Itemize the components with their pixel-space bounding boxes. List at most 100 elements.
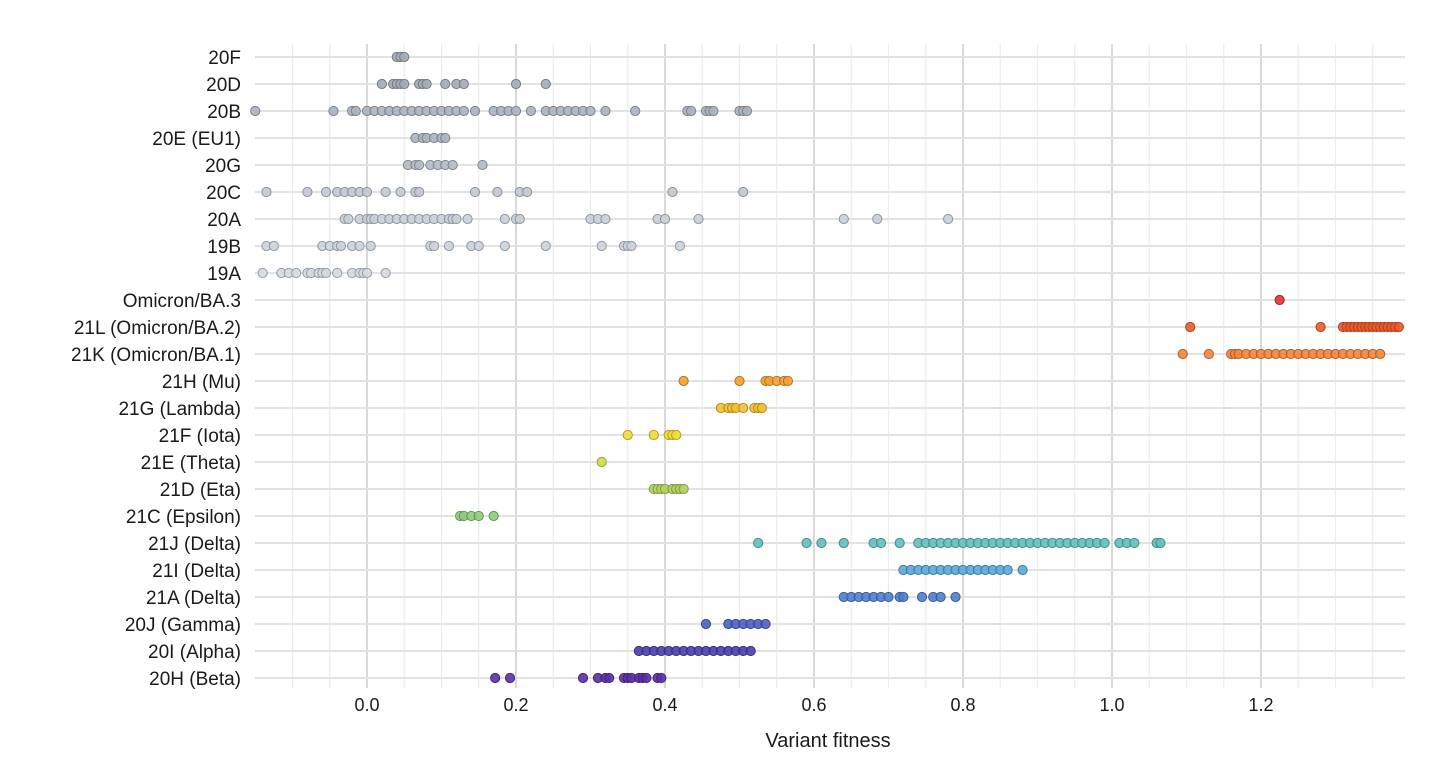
data-point: [950, 591, 961, 603]
data-point: [320, 186, 332, 198]
category-label: 21G (Lambda): [118, 399, 241, 420]
data-point: [257, 267, 268, 279]
data-point: [883, 591, 894, 603]
data-point: [674, 240, 686, 252]
category-label: 21K (Omicron/BA.1): [71, 345, 241, 366]
data-point: [1099, 537, 1110, 549]
data-point: [458, 78, 469, 90]
data-points: [250, 51, 1404, 684]
data-point: [600, 213, 611, 225]
data-point: [700, 618, 712, 630]
data-point: [291, 267, 302, 279]
data-point: [1002, 564, 1013, 576]
x-tick-label: 0.6: [801, 695, 826, 715]
data-point: [943, 213, 954, 225]
data-point: [525, 105, 537, 117]
data-point: [630, 105, 641, 117]
data-point: [514, 213, 525, 225]
data-point: [428, 240, 440, 252]
data-point: [753, 537, 764, 549]
x-tick-labels: 0.0 0.2 0.4 0.6 0.8 1.0 1.2: [354, 695, 1273, 715]
grid: [291, 44, 1374, 688]
data-point: [760, 618, 771, 630]
data-point: [365, 240, 376, 252]
category-label: 21C (Epsilon): [126, 507, 241, 528]
category-label: 20B: [207, 102, 241, 123]
data-point: [320, 267, 332, 279]
data-point: [469, 186, 481, 198]
data-point: [421, 78, 432, 90]
data-point: [872, 213, 883, 225]
data-point: [656, 672, 667, 684]
data-point: [376, 78, 387, 90]
category-rows: [255, 56, 1405, 679]
data-point: [898, 591, 909, 603]
data-point: [648, 429, 659, 441]
data-point: [622, 429, 633, 441]
category-label: 20C: [206, 183, 241, 204]
data-point: [499, 213, 510, 225]
category-label: 21I (Delta): [152, 561, 241, 582]
data-point: [801, 537, 812, 549]
data-point: [510, 105, 522, 117]
data-point: [504, 672, 516, 684]
x-tick-label: 0.4: [652, 695, 677, 715]
data-point: [477, 159, 488, 171]
data-point: [440, 78, 451, 90]
category-label: 20D: [206, 75, 241, 96]
data-point: [1375, 348, 1386, 360]
category-label: 21J (Delta): [148, 534, 241, 555]
data-point: [440, 132, 451, 144]
category-label: 21A (Delta): [146, 588, 241, 609]
data-point: [708, 105, 719, 117]
category-label: 20H (Beta): [149, 669, 241, 690]
data-point: [596, 240, 607, 252]
data-point: [343, 213, 354, 225]
data-point: [671, 429, 682, 441]
data-point: [302, 186, 313, 198]
data-point: [447, 159, 458, 171]
data-point: [585, 105, 596, 117]
data-point: [522, 186, 533, 198]
category-label: 20J (Gamma): [125, 615, 241, 636]
data-point: [734, 375, 745, 387]
data-point: [458, 105, 469, 117]
data-point: [462, 213, 473, 225]
data-point: [473, 240, 484, 252]
data-point: [782, 375, 794, 387]
data-point: [816, 537, 827, 549]
data-point: [335, 240, 347, 252]
x-tick-label: 1.2: [1248, 695, 1273, 715]
category-label: 21D (Eta): [160, 480, 241, 501]
data-point: [540, 240, 551, 252]
data-point: [354, 240, 365, 252]
data-point: [894, 537, 905, 549]
data-point: [469, 105, 481, 117]
data-point: [488, 510, 499, 522]
data-point: [745, 645, 756, 657]
data-point: [414, 159, 425, 171]
category-label: Omicron/BA.3: [123, 291, 241, 312]
data-point: [659, 213, 671, 225]
data-point: [261, 186, 272, 198]
data-point: [626, 240, 637, 252]
data-point: [1185, 321, 1196, 333]
data-point: [540, 78, 551, 90]
data-point: [1155, 537, 1166, 549]
data-point: [492, 186, 503, 198]
data-point: [268, 240, 279, 252]
data-point: [473, 510, 484, 522]
data-point: [395, 186, 406, 198]
category-labels: 20F 20D 20B 20E (EU1) 20G 20C 20A 19B 19A Omicron…: [71, 48, 241, 690]
data-point: [875, 537, 887, 549]
data-point: [838, 213, 849, 225]
x-tick-label: 0.0: [354, 695, 379, 715]
data-point: [399, 78, 410, 90]
data-point: [361, 186, 373, 198]
data-point: [641, 672, 652, 684]
x-tick-label: 0.2: [503, 695, 528, 715]
data-point: [250, 105, 261, 117]
category-label: 21H (Mu): [162, 372, 241, 393]
data-point: [916, 591, 928, 603]
